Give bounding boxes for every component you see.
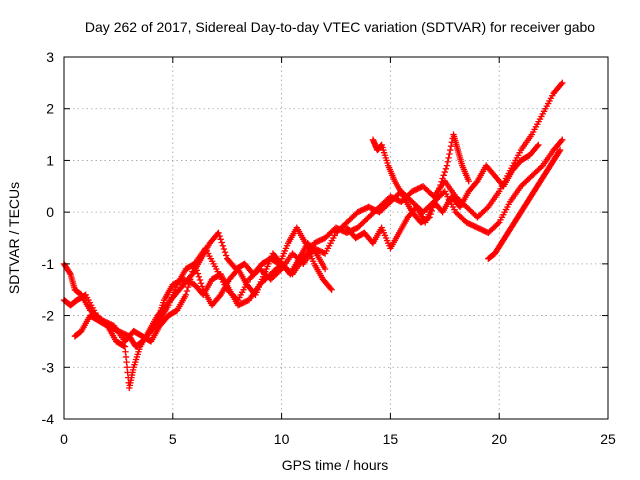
data-point-interpolated [445,154,452,162]
data-point-interpolated [438,178,445,185]
data-point-interpolated [436,185,443,192]
data-point-interpolated [188,272,195,279]
data-point-interpolated [432,194,440,202]
y-tick-label: -2 [42,308,55,324]
data-series [60,79,566,392]
x-tick-label: 25 [600,431,616,447]
axis-ticks [63,56,609,420]
x-tick-label: 10 [274,431,290,447]
data-point-interpolated [66,269,73,277]
data-point-interpolated [473,179,480,186]
data-point [559,79,566,87]
data-point-interpolated [197,280,205,287]
data-point-interpolated [216,232,223,240]
x-tick-label: 5 [169,431,177,447]
data-point-interpolated [198,283,206,290]
data-point-interpolated [447,143,455,150]
data-point [215,229,222,237]
y-tick-label: 1 [46,152,54,168]
data-point-interpolated [442,165,450,173]
series-track-6 [485,146,564,262]
plot-frame [63,56,609,420]
data-point-interpolated [483,205,491,212]
data-point [559,136,566,143]
y-tick-label: -3 [42,359,55,375]
data-point [191,260,198,268]
data-point-interpolated [558,137,565,145]
y-tick-label: -4 [42,411,55,427]
data-point-interpolated [192,263,199,271]
data-point [328,286,335,293]
data-point-interpolated [440,172,447,179]
data-point-interpolated [184,283,192,291]
data-point [465,177,472,185]
series-track-1 [60,79,566,350]
y-axis-tick-labels: -4 -3 -2 -1 0 1 2 3 [42,49,55,427]
data-point-interpolated [327,285,334,292]
data-point-interpolated [277,267,284,274]
data-point-interpolated [534,143,541,150]
data-point-interpolated [444,158,451,165]
data-point-interpolated [433,191,441,198]
data-point-interpolated [218,239,225,246]
data-point-interpolated [222,252,230,259]
x-tick-label: 20 [491,431,507,447]
y-tick-label: -1 [42,256,55,272]
data-point-interpolated [538,163,545,171]
data-point-interpolated [183,287,191,295]
data-point-interpolated [221,249,229,256]
data-point [435,188,442,195]
data-point-interpolated [558,80,565,88]
data-point [556,146,564,154]
x-tick-label: 0 [60,431,68,447]
data-point-interpolated [196,276,204,284]
y-tick-label: 0 [46,204,54,220]
data-point-interpolated [312,249,319,256]
chart-title: Day 262 of 2017, Sidereal Day-to-day VTE… [85,19,595,35]
data-point-interpolated [220,245,228,253]
series-track-7 [343,141,542,252]
data-point-interpolated [447,146,454,154]
x-axis-tick-labels: 0 5 10 15 20 25 [60,431,616,447]
y-tick-label: 3 [46,49,54,65]
data-point-interpolated [194,270,202,277]
data-point-interpolated [217,236,224,243]
data-point-interpolated [155,318,162,326]
data-point-interpolated [219,242,227,249]
data-point-interpolated [437,181,444,189]
data-point-interpolated [446,150,453,158]
y-axis-title: SDTVAR / TECUs [6,182,22,294]
data-point [535,141,542,149]
data-point [443,162,451,169]
data-point-interpolated [439,175,446,182]
series-track-4 [147,239,329,335]
data-point [182,291,190,299]
data-point-interpolated [556,148,563,155]
data-point [321,265,329,273]
x-tick-label: 15 [383,431,399,447]
data-point-interpolated [193,267,200,274]
data-point-interpolated [195,273,203,280]
x-axis-title: GPS time / hours [282,457,389,473]
data-point-interpolated [494,220,502,227]
data-point-interpolated [441,168,448,176]
y-tick-label: 2 [46,101,54,117]
data-point-interpolated [216,292,223,300]
